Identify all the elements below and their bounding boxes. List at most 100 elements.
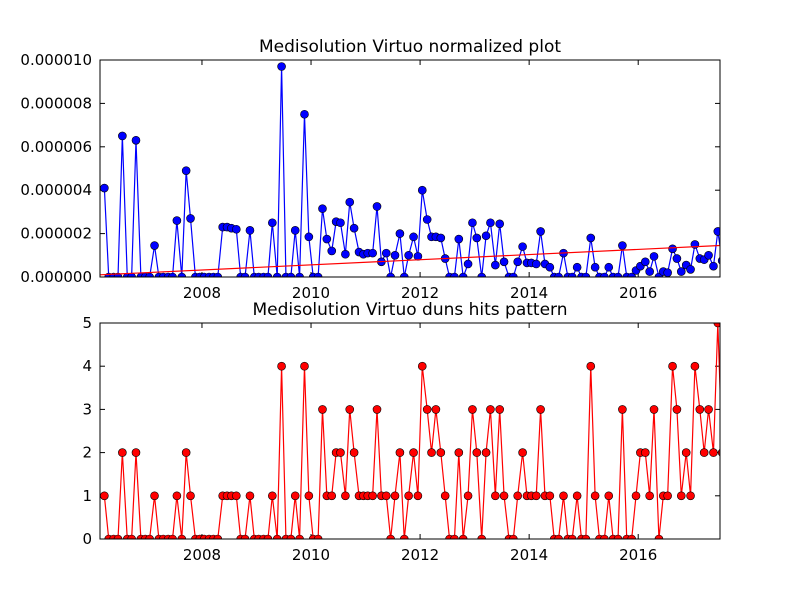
- data-point: [499, 257, 509, 267]
- data-point: [268, 218, 277, 228]
- data-point: [232, 491, 241, 501]
- x-tick-label: 2008: [183, 546, 221, 564]
- x-tick-label: 2008: [183, 284, 221, 302]
- data-point: [341, 491, 350, 501]
- data-point: [672, 254, 682, 263]
- data-point: [272, 534, 282, 539]
- data-point: [472, 233, 482, 243]
- data-point: [645, 491, 654, 501]
- data-point: [395, 448, 405, 457]
- data-point: [676, 267, 686, 276]
- data-point: [232, 224, 241, 234]
- data-point: [213, 272, 223, 277]
- y-tick-label: 0.000002: [20, 225, 92, 243]
- x-tick-label: 2014: [510, 546, 548, 564]
- data-point: [345, 405, 355, 414]
- data-point: [668, 244, 677, 254]
- data-point: [604, 262, 614, 272]
- y-tick-label: 0.000008: [20, 94, 92, 112]
- y-tick-label: 2: [82, 444, 92, 462]
- data-point: [422, 215, 432, 224]
- x-tick-label: 2012: [401, 546, 439, 564]
- data-point: [318, 405, 327, 414]
- data-point: [518, 448, 527, 457]
- y-tick-label: 0.000004: [20, 181, 92, 199]
- data-point: [472, 448, 482, 457]
- data-point: [645, 267, 654, 276]
- data-point: [304, 232, 314, 242]
- data-point: [390, 491, 400, 501]
- data-point: [604, 491, 614, 501]
- chart-title: Medisolution Virtuo duns hits pattern: [252, 300, 567, 320]
- data-point: [509, 534, 518, 539]
- data-point: [531, 491, 541, 501]
- x-tick-label: 2016: [619, 284, 657, 302]
- data-point: [390, 251, 400, 260]
- data-point: [417, 361, 427, 371]
- data-point: [286, 534, 296, 539]
- data-point: [454, 448, 464, 457]
- chart-title: Medisolution Virtuo normalized plot: [259, 37, 561, 57]
- data-point: [468, 405, 477, 414]
- data-point: [513, 491, 522, 501]
- data-point: [304, 491, 314, 501]
- data-point: [481, 231, 491, 241]
- data-point: [590, 491, 600, 501]
- data-point: [422, 405, 432, 414]
- data-point: [649, 252, 659, 261]
- data-point: [381, 491, 391, 501]
- data-point: [368, 248, 377, 258]
- data-point: [118, 131, 127, 141]
- x-tick-label: 2016: [619, 546, 657, 564]
- data-point: [495, 219, 505, 229]
- x-tick-label: 2012: [401, 284, 439, 302]
- data-point: [300, 361, 309, 371]
- data-point: [572, 491, 582, 501]
- data-point: [676, 491, 686, 501]
- data-point: [145, 534, 154, 539]
- data-point: [277, 62, 286, 71]
- data-point: [336, 448, 345, 457]
- data-point: [618, 241, 627, 250]
- data-point: [631, 491, 641, 501]
- data-point: [277, 361, 286, 371]
- data-point: [399, 534, 409, 539]
- y-tick-label: 4: [82, 357, 92, 375]
- data-point: [413, 491, 423, 501]
- trend-line: [100, 244, 720, 276]
- data-point: [399, 272, 409, 277]
- axes-frame: [99, 322, 721, 540]
- data-point: [300, 109, 309, 119]
- data-point: [713, 227, 720, 236]
- data-point: [581, 534, 591, 539]
- data-point: [172, 216, 182, 225]
- data-point: [245, 226, 255, 235]
- data-point: [486, 218, 495, 228]
- data-point: [668, 361, 677, 371]
- data-point: [536, 227, 545, 236]
- data-point: [431, 405, 441, 414]
- data-point: [186, 214, 195, 223]
- y-tick-label: 1: [82, 487, 92, 505]
- data-point: [499, 491, 509, 501]
- data-point: [463, 491, 473, 501]
- data-point: [586, 361, 596, 371]
- data-point: [600, 272, 609, 277]
- data-point: [554, 534, 563, 539]
- data-point: [600, 534, 609, 539]
- data-point: [458, 272, 468, 277]
- data-point: [477, 272, 487, 277]
- data-point: [545, 262, 555, 272]
- data-point: [131, 135, 141, 145]
- data-point: [572, 262, 582, 272]
- plot-area: [100, 323, 720, 539]
- data-point: [463, 259, 473, 269]
- x-tick-label: 2010: [292, 546, 330, 564]
- plot-area: [100, 62, 720, 277]
- data-point: [481, 448, 491, 457]
- data-point: [186, 491, 195, 501]
- data-point: [177, 272, 187, 277]
- data-point: [322, 234, 332, 244]
- data-point: [640, 448, 650, 457]
- data-point: [491, 260, 500, 270]
